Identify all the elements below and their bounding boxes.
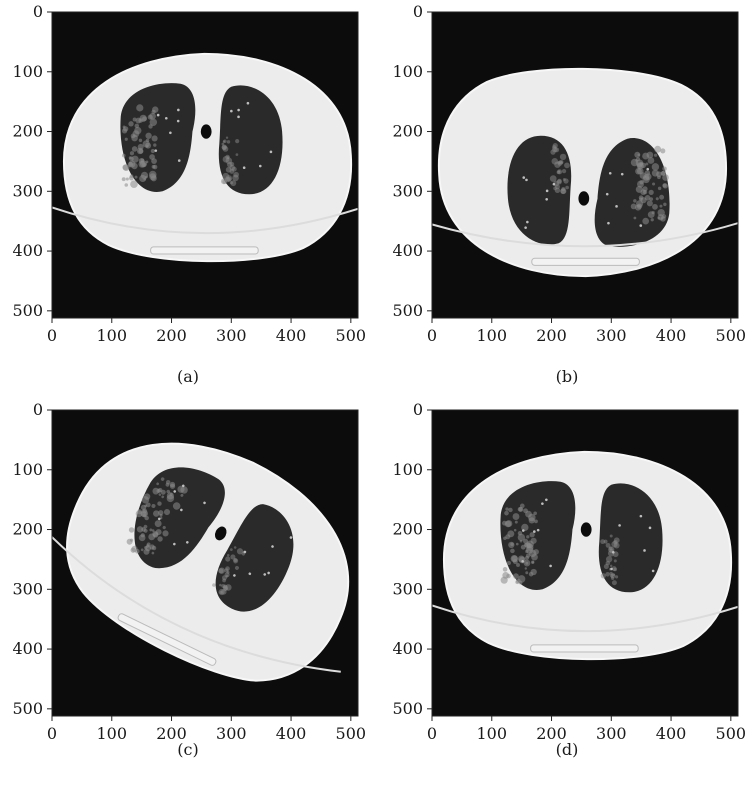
lung-opacity-texture [522,142,669,229]
trachea [200,124,212,139]
y-tick-label: 300 [12,181,43,200]
y-tick-label: 100 [12,62,43,81]
y-tick-label: 200 [392,122,423,141]
scan-content [432,450,738,661]
ct-table-pad [531,257,640,266]
y-tick-label: 200 [12,122,43,141]
body-outline [442,450,733,661]
y-tick-label: 0 [413,400,423,419]
ct-table-pad [117,613,217,666]
x-tick-label: 300 [216,326,247,345]
ct-scan-d: 0 0 100 100 200 200 300 300 400 400 500 500 [392,400,747,743]
axes-frame [51,11,359,319]
body-outline [62,52,353,263]
panel-b: 0 0 100 100 200 200 300 300 400 400 500 500 (b) [374,0,748,397]
y-tick-label: 500 [392,699,423,718]
y-tick-label: 200 [392,520,423,539]
x-tick-label: 300 [216,724,247,743]
x-tick-label: 500 [716,326,747,345]
lung-opacity-texture [500,498,655,586]
caption-a: (a) [176,367,200,386]
scan-rotated [432,67,738,278]
x-tick-label: 500 [336,326,367,345]
axes-frame [431,409,739,717]
ct-table-line [432,222,738,248]
x-tick-label: 200 [156,724,187,743]
y-tick-label: 500 [12,301,43,320]
y-tick-label: 0 [33,2,43,21]
y-tick-label: 300 [12,579,43,598]
ct-table-pad [530,644,639,653]
y-tick-label: 0 [413,2,423,21]
y-tick-label: 0 [33,400,43,419]
x-tick-label: 500 [336,724,367,743]
scan-content [432,67,738,278]
y-tick-label: 500 [12,699,43,718]
ct-table-line [52,206,358,235]
lung-opacity-texture [121,101,273,189]
trachea [214,526,227,541]
y-tick-label: 100 [392,460,423,479]
left-lung [215,504,294,612]
x-tick-label: 200 [536,724,567,743]
scan-rotated [432,450,738,661]
body-outline [437,67,728,278]
x-tick-label: 300 [596,326,627,345]
caption-d: (d) [555,740,579,759]
x-tick-label: 300 [596,724,627,743]
x-tick-label: 400 [276,724,307,743]
y-tick-label: 500 [392,301,423,320]
ct-scan-a: 0 0 100 100 200 200 300 300 400 400 500 500 [12,2,367,345]
panel-d: 0 0 100 100 200 200 300 300 400 400 500 500 (d) [374,398,748,795]
scan-content [52,442,350,682]
y-tick-label: 100 [12,460,43,479]
trachea [580,522,592,537]
x-tick-label: 100 [96,724,127,743]
x-tick-label: 200 [156,326,187,345]
y-tick-label: 400 [392,241,423,260]
lung-opacity-texture [126,477,293,596]
ct-table-pad [150,246,259,255]
ct-table-line [52,524,341,673]
x-tick-label: 100 [96,326,127,345]
x-tick-label: 0 [47,724,57,743]
ct-table-line [432,604,738,633]
ct-scan-b: 0 0 100 100 200 200 300 300 400 400 500 500 [392,2,747,345]
y-tick-label: 400 [392,639,423,658]
x-tick-label: 500 [716,724,747,743]
y-tick-label: 400 [12,241,43,260]
x-tick-label: 400 [656,724,687,743]
panel-a: 0 0 100 100 200 200 300 300 400 400 500 500 (a) [0,0,374,397]
x-tick-label: 0 [47,326,57,345]
x-tick-label: 100 [476,724,507,743]
x-tick-label: 0 [427,326,437,345]
y-tick-label: 300 [392,181,423,200]
panel-c: 0 0 100 100 200 200 300 300 400 400 500 500 (c) [0,398,374,795]
scan-rotated [52,442,350,682]
ct-scan-c: 0 0 100 100 200 200 300 300 400 400 500 500 [12,400,367,743]
scan-content [52,52,358,263]
trachea [578,191,590,206]
x-tick-label: 200 [536,326,567,345]
caption-b: (b) [555,367,579,386]
caption-c: (c) [177,740,199,759]
x-tick-label: 400 [276,326,307,345]
left-lung [598,483,663,593]
y-tick-label: 400 [12,639,43,658]
scan-rotated [52,52,358,263]
axes-frame [51,409,359,717]
y-tick-label: 200 [12,520,43,539]
x-tick-label: 100 [476,326,507,345]
axes-frame [431,11,739,319]
x-tick-label: 400 [656,326,687,345]
y-tick-label: 100 [392,62,423,81]
x-tick-label: 0 [427,724,437,743]
y-tick-label: 300 [392,579,423,598]
